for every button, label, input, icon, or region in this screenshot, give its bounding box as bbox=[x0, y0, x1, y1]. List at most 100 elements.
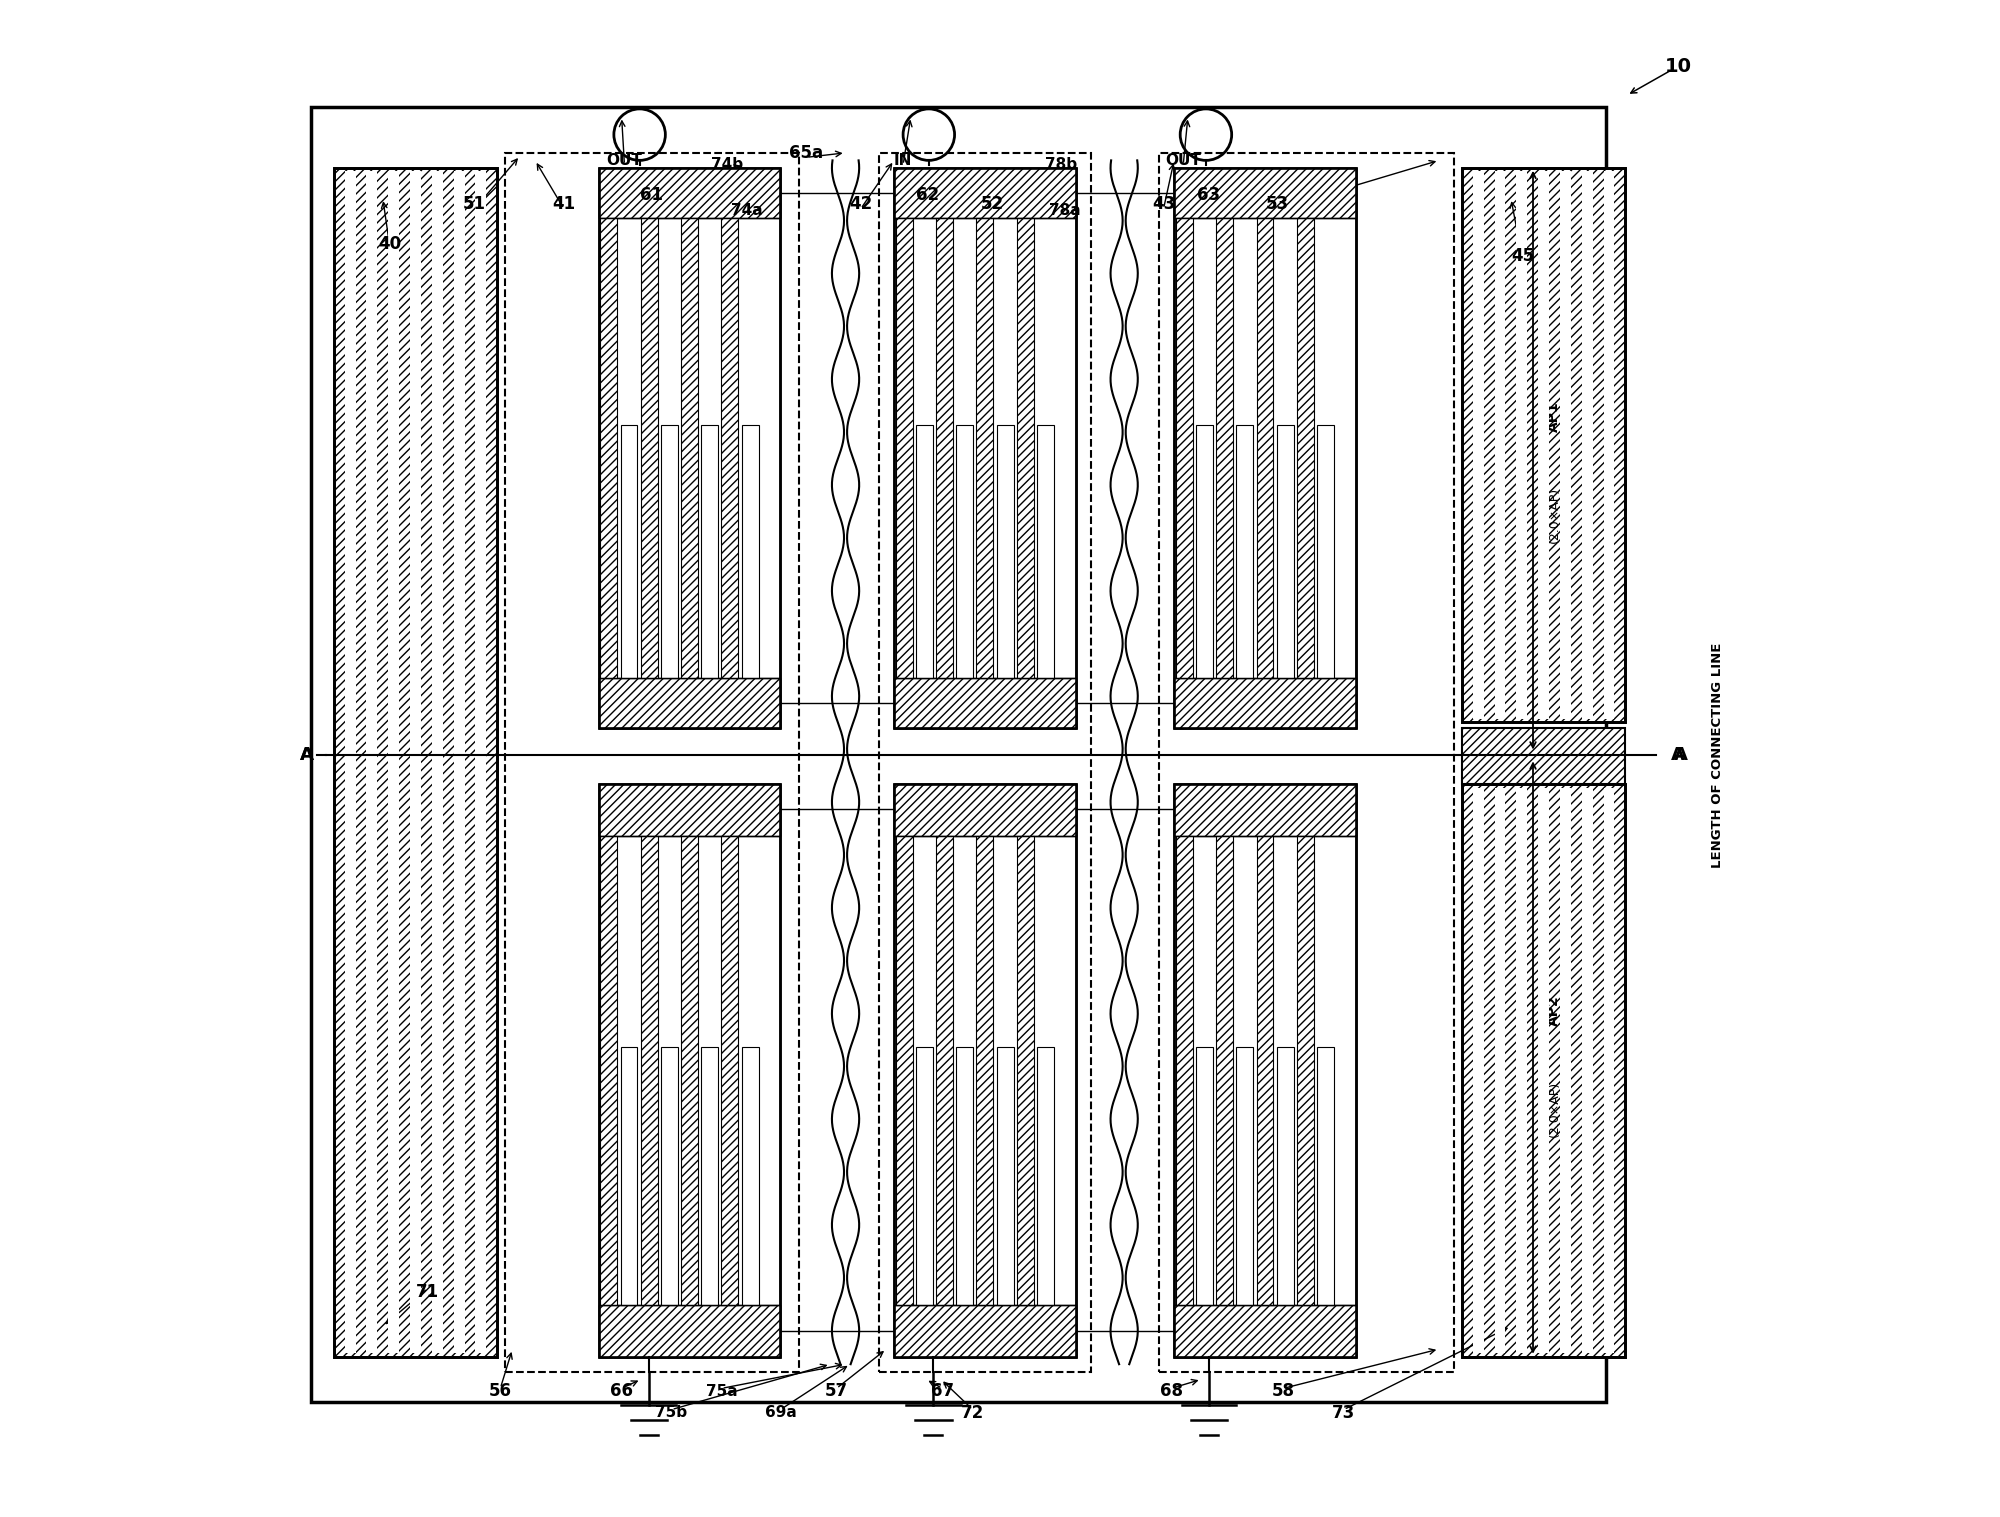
Bar bbox=[454, 171, 464, 1353]
Bar bbox=[702, 425, 718, 678]
Bar bbox=[894, 168, 1076, 218]
Bar bbox=[598, 168, 780, 728]
Bar bbox=[1174, 1305, 1356, 1356]
Bar bbox=[1318, 1047, 1334, 1305]
Bar bbox=[388, 171, 400, 1353]
Bar bbox=[476, 171, 486, 1353]
Bar bbox=[894, 168, 1076, 728]
Bar bbox=[1036, 425, 1054, 678]
Bar bbox=[894, 678, 1076, 728]
Bar bbox=[640, 836, 658, 1305]
Text: IN: IN bbox=[894, 153, 912, 168]
Bar bbox=[1196, 1047, 1212, 1305]
Bar bbox=[410, 171, 420, 1353]
Bar bbox=[916, 425, 932, 678]
Bar bbox=[1174, 678, 1356, 728]
Text: 72: 72 bbox=[962, 1403, 984, 1421]
Text: 51: 51 bbox=[464, 196, 486, 214]
Bar bbox=[936, 218, 952, 678]
Bar bbox=[956, 1047, 974, 1305]
Bar bbox=[598, 678, 780, 728]
Text: 71: 71 bbox=[416, 1282, 440, 1300]
Bar bbox=[976, 836, 994, 1305]
Bar bbox=[366, 171, 378, 1353]
Text: 75b: 75b bbox=[656, 1405, 688, 1420]
Bar bbox=[1176, 836, 1192, 1305]
Bar bbox=[598, 168, 780, 728]
Bar bbox=[1174, 168, 1356, 728]
Bar bbox=[1176, 218, 1192, 678]
Bar bbox=[1462, 168, 1626, 722]
Text: LENGTH OF CONNECTING LINE: LENGTH OF CONNECTING LINE bbox=[1712, 643, 1724, 868]
Bar bbox=[894, 1305, 1076, 1356]
Text: 56: 56 bbox=[488, 1382, 512, 1400]
Bar bbox=[334, 168, 498, 1356]
Bar bbox=[1174, 784, 1356, 836]
Text: 78a: 78a bbox=[1050, 203, 1080, 218]
Bar bbox=[1494, 787, 1506, 1353]
Bar bbox=[722, 836, 738, 1305]
Bar bbox=[1256, 218, 1274, 678]
Bar bbox=[432, 171, 442, 1353]
Bar bbox=[660, 1047, 678, 1305]
Bar bbox=[1494, 171, 1506, 719]
Bar bbox=[1560, 171, 1570, 719]
Bar bbox=[1516, 787, 1528, 1353]
Text: 52: 52 bbox=[980, 196, 1004, 214]
Bar bbox=[1216, 836, 1234, 1305]
Text: 10: 10 bbox=[1664, 58, 1692, 76]
Text: OUT: OUT bbox=[1166, 153, 1202, 168]
Text: 42: 42 bbox=[850, 196, 872, 214]
Bar bbox=[894, 168, 1076, 218]
Bar bbox=[598, 784, 780, 1356]
Bar bbox=[1472, 171, 1484, 719]
Bar bbox=[1472, 787, 1484, 1353]
Bar bbox=[600, 836, 618, 1305]
Text: 53: 53 bbox=[1266, 196, 1288, 214]
Bar bbox=[1462, 168, 1626, 722]
Text: (2.0×AP): (2.0×AP) bbox=[1548, 487, 1560, 543]
Text: A: A bbox=[1674, 746, 1688, 765]
Bar bbox=[936, 836, 952, 1305]
Text: 74b: 74b bbox=[712, 158, 744, 173]
Bar bbox=[702, 1047, 718, 1305]
Text: 67: 67 bbox=[930, 1382, 954, 1400]
Text: 65a: 65a bbox=[790, 144, 824, 162]
Bar bbox=[1462, 728, 1626, 784]
Text: 57: 57 bbox=[824, 1382, 848, 1400]
Text: 43: 43 bbox=[1152, 196, 1176, 214]
Bar bbox=[312, 108, 1606, 1402]
Bar bbox=[600, 218, 618, 678]
Bar bbox=[1174, 784, 1356, 1356]
Bar bbox=[1196, 425, 1212, 678]
Bar bbox=[1174, 784, 1356, 1356]
Bar bbox=[1604, 171, 1614, 719]
Bar bbox=[1236, 1047, 1254, 1305]
Bar bbox=[1276, 1047, 1294, 1305]
Text: 69a: 69a bbox=[764, 1405, 796, 1420]
Bar bbox=[996, 1047, 1014, 1305]
Text: 58: 58 bbox=[1272, 1382, 1294, 1400]
Text: AP1: AP1 bbox=[1548, 400, 1562, 432]
Bar bbox=[598, 1305, 780, 1356]
Bar bbox=[1604, 787, 1614, 1353]
Text: AP2: AP2 bbox=[1548, 995, 1562, 1025]
Bar bbox=[1560, 787, 1570, 1353]
Bar bbox=[916, 1047, 932, 1305]
Bar bbox=[896, 218, 912, 678]
Bar bbox=[1462, 784, 1626, 1356]
Bar bbox=[1174, 784, 1356, 836]
Text: 62: 62 bbox=[916, 187, 938, 205]
Text: 41: 41 bbox=[552, 196, 576, 214]
Bar bbox=[1036, 1047, 1054, 1305]
Bar bbox=[1016, 218, 1034, 678]
Bar bbox=[598, 168, 780, 218]
Text: A: A bbox=[300, 746, 314, 765]
Bar bbox=[894, 1305, 1076, 1356]
Bar bbox=[1276, 425, 1294, 678]
Bar bbox=[682, 836, 698, 1305]
Bar bbox=[1582, 787, 1592, 1353]
Bar bbox=[1158, 153, 1454, 1371]
Bar bbox=[1296, 836, 1314, 1305]
Text: 78b: 78b bbox=[1044, 158, 1076, 173]
